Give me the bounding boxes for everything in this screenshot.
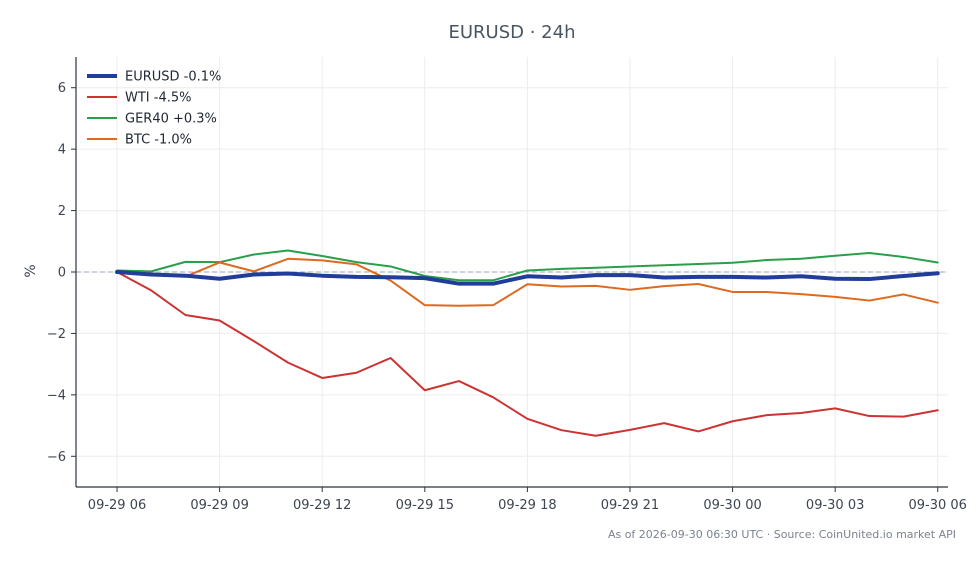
- y-tick-label-4: 2: [58, 204, 66, 219]
- x-tick-label-6: 09-30 00: [703, 498, 761, 513]
- legend-label-0: EURUSD -0.1%: [125, 70, 221, 85]
- x-tick-label-3: 09-29 15: [396, 498, 454, 513]
- x-tick-label-1: 09-29 09: [190, 498, 248, 513]
- x-tick-label-4: 09-29 18: [498, 498, 556, 513]
- y-tick-label-3: 0: [58, 266, 66, 281]
- x-tick-label-2: 09-29 12: [293, 498, 351, 513]
- ticks-layer: −6 −4 −2 0 2 4 6 09-29 06 09-29 09 09-29 12 09-29 …: [47, 81, 967, 513]
- y-tick-label-5: 4: [58, 143, 66, 158]
- x-tick-label-0: 09-29 06: [88, 498, 146, 513]
- series-line-0: [115, 270, 940, 286]
- y-tick-label-2: −2: [47, 327, 66, 342]
- x-tick-label-8: 09-30 06: [909, 498, 967, 513]
- y-tick-label-1: −4: [47, 388, 66, 403]
- series-layer: [115, 249, 940, 437]
- y-tick-label-0: −6: [47, 450, 66, 465]
- x-tick-label-5: 09-29 21: [601, 498, 659, 513]
- y-tick-label-6: 6: [58, 81, 66, 96]
- legend-label-1: WTI -4.5%: [125, 91, 191, 106]
- series-line-3: [116, 257, 939, 307]
- source-footer: As of 2026-09-30 06:30 UTC · Source: Coi…: [608, 528, 956, 541]
- legend: EURUSD -0.1% WTI -4.5% GER40 +0.3% BTC -1.0…: [87, 70, 221, 148]
- x-tick-label-7: 09-30 03: [806, 498, 864, 513]
- y-axis-label: %: [23, 264, 39, 277]
- legend-label-3: BTC -1.0%: [125, 133, 192, 148]
- legend-label-2: GER40 +0.3%: [125, 112, 217, 127]
- chart-title: EURUSD · 24h: [449, 22, 576, 43]
- series-line-1: [116, 271, 939, 437]
- series-line-2: [116, 249, 939, 282]
